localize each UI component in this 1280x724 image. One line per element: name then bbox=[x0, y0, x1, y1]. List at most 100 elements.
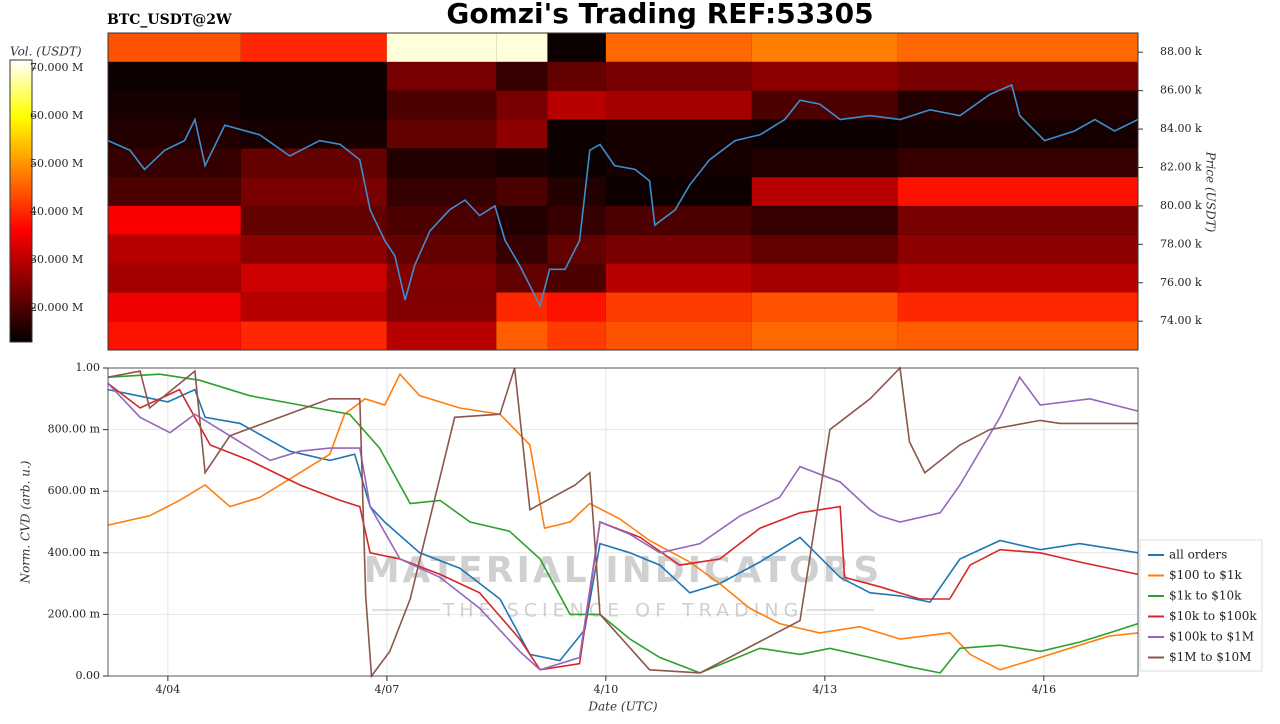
heatmap-cell bbox=[897, 33, 1138, 62]
heatmap-cell bbox=[108, 292, 241, 322]
heatmap-cell bbox=[751, 61, 898, 91]
colorbar-tick-label: 20.000 M bbox=[30, 301, 83, 314]
watermark: MATERIAL INDICATORS bbox=[364, 550, 883, 591]
y-axis-label: Norm. CVD (arb. u.) bbox=[19, 460, 33, 584]
heatmap-cell bbox=[240, 263, 387, 293]
heatmap-cell bbox=[547, 292, 606, 322]
heatmap-cell bbox=[897, 321, 1138, 350]
heatmap-cell bbox=[751, 321, 898, 350]
series-line bbox=[107, 372, 1139, 671]
heatmap-cell bbox=[386, 292, 497, 322]
heatmap-cell bbox=[386, 119, 497, 149]
heatmap-cell bbox=[547, 263, 606, 293]
heatmap-cell bbox=[751, 292, 898, 322]
heatmap-cell bbox=[108, 90, 241, 120]
heatmap-cell bbox=[240, 205, 387, 235]
y-tick-label: 80.00 k bbox=[1160, 199, 1202, 212]
heatmap-cell bbox=[496, 321, 548, 350]
heatmap-cell bbox=[751, 119, 898, 149]
heatmap-cell bbox=[547, 33, 606, 62]
heatmap-cell bbox=[605, 263, 752, 293]
heatmap-cell bbox=[496, 119, 548, 149]
heatmap-cell bbox=[605, 177, 752, 206]
heatmap-cell bbox=[496, 90, 548, 120]
heatmap-cell bbox=[605, 90, 752, 120]
heatmap-cell bbox=[240, 61, 387, 91]
y-tick-label: 400.00 m bbox=[48, 546, 101, 559]
heatmap-cell bbox=[897, 205, 1138, 235]
heatmap-cell bbox=[108, 321, 241, 350]
colorbar bbox=[9, 59, 33, 343]
x-axis-label: Date (UTC) bbox=[587, 700, 657, 714]
heatmap-cell bbox=[240, 292, 387, 322]
y-tick-label: 600.00 m bbox=[48, 484, 101, 497]
heatmap-cell bbox=[605, 148, 752, 178]
heatmap-cell bbox=[751, 205, 898, 235]
heatmap-cell bbox=[605, 61, 752, 91]
series-line bbox=[107, 366, 1138, 679]
legend-label: $1M to $10M bbox=[1169, 650, 1251, 664]
x-tick-label: 4/07 bbox=[375, 683, 400, 696]
plot-frame bbox=[107, 367, 1139, 677]
heatmap-cell bbox=[547, 119, 606, 149]
heatmap-cell bbox=[897, 263, 1138, 293]
heatmap-cell bbox=[496, 177, 548, 206]
y-tick-label: 0.00 bbox=[76, 669, 101, 682]
heatmap-cell bbox=[605, 234, 752, 264]
heatmap-cell bbox=[496, 61, 548, 91]
heatmap-cell bbox=[386, 148, 497, 178]
plot-frame bbox=[107, 32, 1139, 351]
heatmap-cell bbox=[496, 292, 548, 322]
heatmap-cell bbox=[386, 177, 497, 206]
heatmap-cell bbox=[547, 321, 606, 350]
series-line bbox=[107, 375, 1139, 671]
heatmap-cell bbox=[897, 61, 1138, 91]
heatmap-cell bbox=[496, 205, 548, 235]
y-tick-label: 1.00 bbox=[76, 361, 101, 374]
heatmap-cell bbox=[108, 263, 241, 293]
x-tick-label: 4/13 bbox=[812, 683, 837, 696]
heatmap-cell bbox=[386, 263, 497, 293]
heatmap-cell bbox=[547, 234, 606, 264]
heatmap-cell bbox=[547, 205, 606, 235]
y-tick-label: 84.00 k bbox=[1160, 122, 1202, 135]
heatmap-cell bbox=[605, 33, 752, 62]
y-tick-label: 200.00 m bbox=[48, 607, 101, 620]
colorbar-tick-label: 40.000 M bbox=[30, 205, 83, 218]
y-tick-label: 800.00 m bbox=[48, 423, 101, 436]
heatmap-cell bbox=[386, 205, 497, 235]
heatmap-cell bbox=[386, 33, 497, 62]
y-tick-label: 88.00 k bbox=[1160, 45, 1202, 58]
heatmap-cell bbox=[547, 148, 606, 178]
legend-label: all orders bbox=[1169, 548, 1227, 562]
y-tick-label: 76.00 k bbox=[1160, 276, 1202, 289]
chart-title: Gomzi's Trading REF:53305 bbox=[446, 0, 873, 30]
watermark: THE SCIENCE OF TRADING bbox=[442, 600, 804, 622]
colorbar-label: Vol. (USDT) bbox=[10, 45, 82, 59]
colorbar-tick-label: 70.000 M bbox=[30, 61, 83, 74]
heatmap-cell bbox=[108, 61, 241, 91]
heatmap-cell bbox=[897, 90, 1138, 120]
chart-subtitle: BTC_USDT@2W bbox=[107, 12, 232, 28]
heatmap-cell bbox=[240, 33, 387, 62]
heatmap-cell bbox=[751, 148, 898, 178]
y-tick-label: 78.00 k bbox=[1160, 237, 1202, 250]
heatmap-cell bbox=[897, 148, 1138, 178]
heatmap-cell bbox=[605, 205, 752, 235]
y-axis-label: Price (USDT) bbox=[1204, 151, 1218, 233]
heatmap-cell bbox=[605, 119, 752, 149]
heatmap-cell bbox=[496, 263, 548, 293]
heatmap-cell bbox=[386, 234, 497, 264]
heatmap-cell bbox=[547, 177, 606, 206]
heatmap-cell bbox=[496, 148, 548, 178]
heatmap-cell bbox=[751, 263, 898, 293]
y-tick-label: 82.00 k bbox=[1160, 160, 1202, 173]
heatmap-cell bbox=[751, 33, 898, 62]
heatmap-cell bbox=[240, 234, 387, 264]
y-tick-label: 74.00 k bbox=[1160, 314, 1202, 327]
heatmap-cell bbox=[386, 321, 497, 350]
heatmap-cell bbox=[240, 321, 387, 350]
heatmap-cell bbox=[240, 177, 387, 206]
y-tick-label: 86.00 k bbox=[1160, 84, 1202, 97]
